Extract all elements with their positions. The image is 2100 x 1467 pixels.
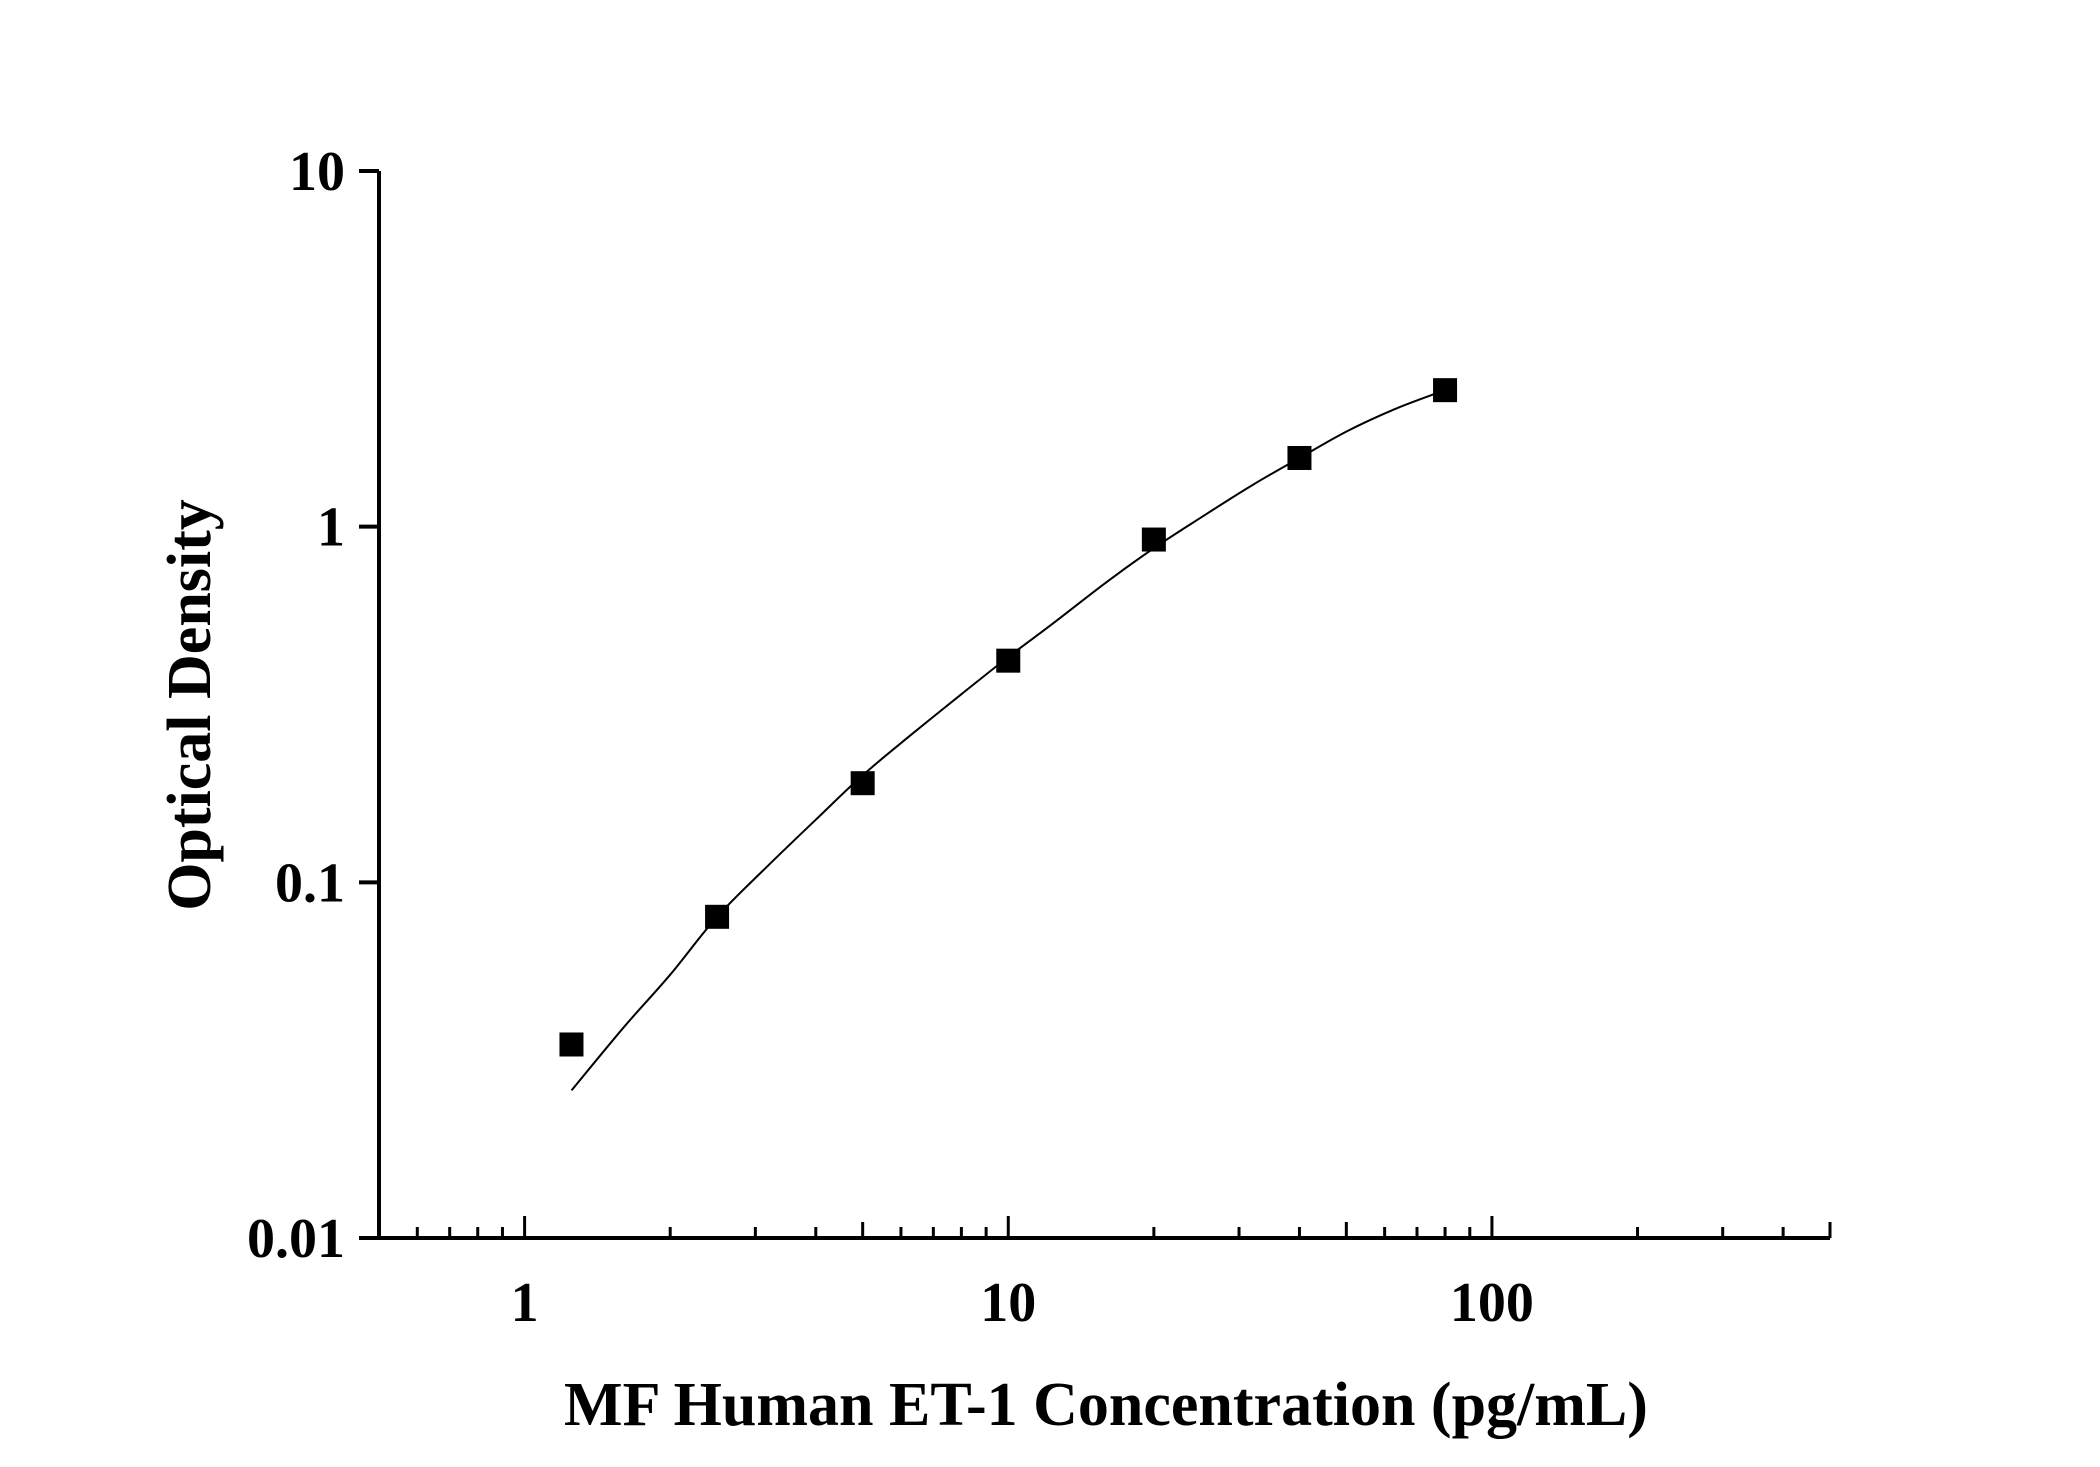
tick-labels: 1 10 100 0.01 0.1 1 10 <box>247 141 1534 1334</box>
y-tick-label: 10 <box>289 141 345 203</box>
y-tick-label: 0.01 <box>247 1208 345 1270</box>
x-tick-label: 10 <box>980 1272 1036 1334</box>
data-point <box>705 904 730 929</box>
fit-curve-group <box>570 389 1446 1092</box>
data-point <box>1287 445 1312 470</box>
data-point <box>850 771 875 796</box>
y-tick-label: 1 <box>317 497 345 559</box>
x-tick-label: 100 <box>1450 1272 1534 1334</box>
y-tick-label: 0.1 <box>275 852 345 914</box>
data-point <box>559 1032 584 1057</box>
x-tick-label: 1 <box>511 1272 539 1334</box>
fit-curve-line <box>570 389 1446 1092</box>
x-axis-label: MF Human ET-1 Concentration (pg/mL) <box>564 1371 1648 1439</box>
data-point <box>1433 378 1458 403</box>
axes <box>377 171 1830 1240</box>
data-point <box>1141 527 1166 552</box>
data-points <box>559 378 1458 1057</box>
tick-marks <box>359 169 1832 1240</box>
y-axis-label: Optical Density <box>156 499 224 911</box>
data-point <box>996 648 1021 673</box>
